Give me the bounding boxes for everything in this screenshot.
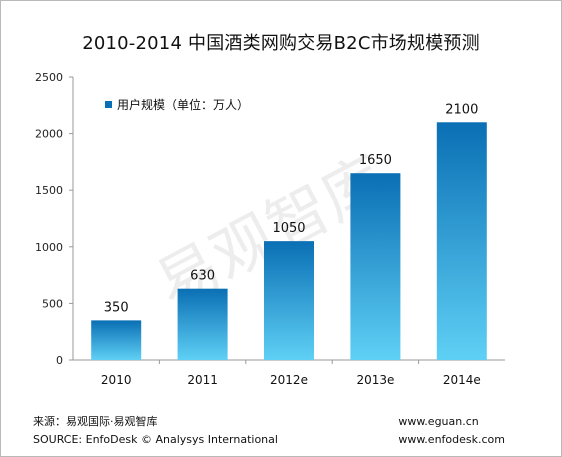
bar-value-label: 350 bbox=[104, 300, 129, 315]
y-tick-label: 2000 bbox=[35, 128, 63, 141]
source-cn: 来源：易观国际·易观智库 bbox=[33, 415, 158, 428]
y-tick-label: 1000 bbox=[35, 241, 63, 254]
bar-2012e bbox=[264, 241, 314, 360]
x-tick-label: 2011 bbox=[187, 373, 218, 387]
url-eguan: www.eguan.cn bbox=[398, 415, 479, 428]
url-enfodesk: www.enfodesk.com bbox=[398, 433, 505, 446]
x-tick-label: 2013e bbox=[356, 373, 394, 387]
legend-swatch bbox=[105, 101, 112, 108]
bar-value-label: 1050 bbox=[272, 221, 305, 236]
source-en: SOURCE: EnfoDesk © Analysys Internationa… bbox=[33, 433, 278, 446]
bar-2010 bbox=[91, 320, 142, 360]
bar-value-label: 2100 bbox=[445, 102, 478, 117]
site-urls: www.eguan.cn www.enfodesk.com bbox=[398, 413, 505, 449]
y-tick-label: 500 bbox=[42, 297, 63, 310]
legend-label: 用户规模（单位：万人） bbox=[117, 97, 249, 112]
source-note: 来源：易观国际·易观智库 SOURCE: EnfoDesk © Analysys… bbox=[33, 413, 278, 449]
bar-2014e bbox=[436, 122, 487, 360]
bar-2013e bbox=[350, 173, 401, 360]
y-tick-label: 0 bbox=[56, 354, 63, 367]
chart-title: 2010-2014 中国酒类网购交易B2C市场规模预测 bbox=[82, 33, 480, 54]
bar-2011 bbox=[177, 288, 228, 360]
x-tick-label: 2012e bbox=[270, 373, 308, 387]
x-tick-label: 2014e bbox=[443, 373, 481, 387]
bar-value-label: 1650 bbox=[359, 153, 392, 168]
y-tick-label: 1500 bbox=[35, 184, 63, 197]
bar-value-label: 630 bbox=[190, 269, 215, 284]
y-tick-label: 2500 bbox=[35, 71, 63, 84]
x-tick-label: 2010 bbox=[101, 373, 132, 387]
